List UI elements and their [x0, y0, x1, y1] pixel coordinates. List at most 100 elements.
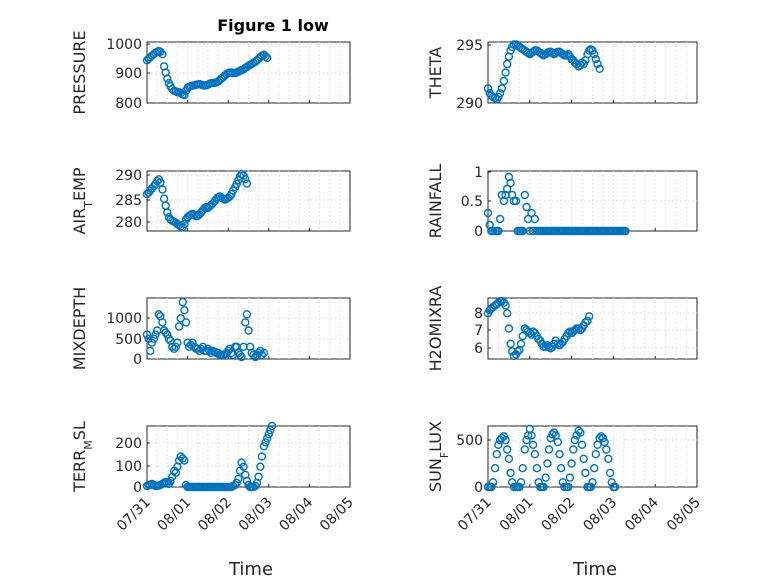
data-point [235, 350, 245, 360]
y-tick-label: 0 [133, 480, 142, 496]
data-point [174, 322, 184, 331]
data-point [483, 84, 493, 93]
x-tick-label: 08/01 [497, 495, 537, 535]
data-point [241, 175, 250, 184]
series-mixdepth [142, 297, 269, 362]
figure-title: Figure 1 low [217, 16, 329, 35]
subplot-mixdepth: 0 500 1000 MIXDEPTH [70, 287, 351, 370]
y-tick-label: 1 [474, 165, 483, 181]
data-point [501, 301, 510, 310]
data-point [180, 456, 189, 465]
data-point [565, 473, 575, 482]
data-point [149, 334, 159, 343]
data-point [539, 482, 548, 492]
data-point [598, 434, 608, 443]
data-point [497, 84, 506, 93]
y-tick-label: 1000 [106, 37, 142, 53]
data-point [178, 454, 187, 463]
y-tick-label: 280 [115, 215, 142, 231]
y-tick-label: 900 [115, 66, 142, 82]
data-point [581, 468, 590, 478]
data-point [264, 429, 273, 439]
data-point [544, 445, 554, 454]
data-point [543, 459, 552, 468]
y-tick-label: 0 [474, 480, 483, 496]
y-axis-label-pressure: PRESSURE [70, 30, 89, 114]
data-point [494, 226, 503, 236]
series-terr-msl [142, 421, 277, 492]
y-tick-label: 295 [456, 38, 483, 54]
data-point [188, 338, 197, 347]
data-point [516, 339, 526, 348]
data-point [511, 196, 521, 206]
data-point [242, 310, 252, 319]
data-point [254, 472, 263, 481]
data-point [259, 348, 269, 358]
x-tick-label: 08/03 [236, 495, 276, 535]
y-axis-label-mixdepth: MIXDEPTH [70, 287, 89, 370]
data-point [494, 440, 503, 449]
series-h2omixra [483, 296, 594, 361]
y-axis-label-sun-flux: SUNFLUX [426, 421, 451, 492]
y-tick-label: 500 [115, 332, 142, 348]
series-theta [483, 40, 604, 104]
data-point [488, 478, 498, 487]
data-point [164, 334, 174, 343]
x-tick-label: 08/03 [580, 495, 620, 535]
data-point [171, 342, 181, 351]
data-point [495, 88, 505, 98]
data-point [257, 350, 267, 360]
y-tick-label: 1000 [106, 311, 142, 327]
y-axis-label-h2omixra: H2OMIXRA [426, 286, 445, 372]
data-point [503, 445, 512, 454]
data-point [610, 482, 620, 492]
data-point [621, 226, 630, 236]
data-point [591, 450, 600, 459]
data-point [530, 450, 539, 459]
y-tick-label: 7 [474, 323, 483, 339]
data-point [556, 464, 566, 473]
data-point [487, 482, 496, 492]
data-point [142, 330, 152, 339]
y-tick-label: 8 [474, 306, 483, 322]
data-point [564, 328, 573, 338]
data-point [259, 442, 269, 451]
data-point [530, 214, 539, 224]
data-point [567, 459, 576, 468]
y-tick-label: 290 [115, 168, 142, 184]
data-point [520, 445, 529, 454]
x-tick-label: 07/31 [114, 495, 154, 535]
data-point [581, 318, 590, 327]
data-point [553, 437, 562, 447]
y-tick-label: 285 [115, 193, 142, 209]
data-point [495, 214, 505, 224]
data-point [173, 338, 182, 347]
data-point [527, 431, 536, 440]
data-point [167, 342, 177, 351]
data-point [518, 331, 527, 341]
data-point [595, 64, 604, 74]
data-point [232, 478, 241, 488]
data-point [261, 438, 270, 447]
data-point [574, 426, 583, 435]
data-point [532, 464, 542, 473]
y-tick-label: 100 [115, 459, 142, 475]
data-point [516, 478, 526, 487]
series-rainfall [483, 172, 630, 236]
data-point [499, 76, 509, 86]
data-point [256, 462, 265, 471]
data-point [503, 184, 512, 194]
data-point [261, 52, 270, 61]
data-point [528, 440, 538, 449]
subplot-air-temp: 280 285 290 AIRTEMP [70, 167, 351, 235]
data-point [513, 347, 522, 356]
data-point [151, 330, 160, 339]
data-point [577, 440, 587, 449]
y-axis-label-theta: THETA [426, 47, 445, 99]
data-point [591, 54, 600, 64]
data-point [230, 480, 240, 490]
data-point [244, 326, 253, 335]
data-point [501, 435, 510, 445]
